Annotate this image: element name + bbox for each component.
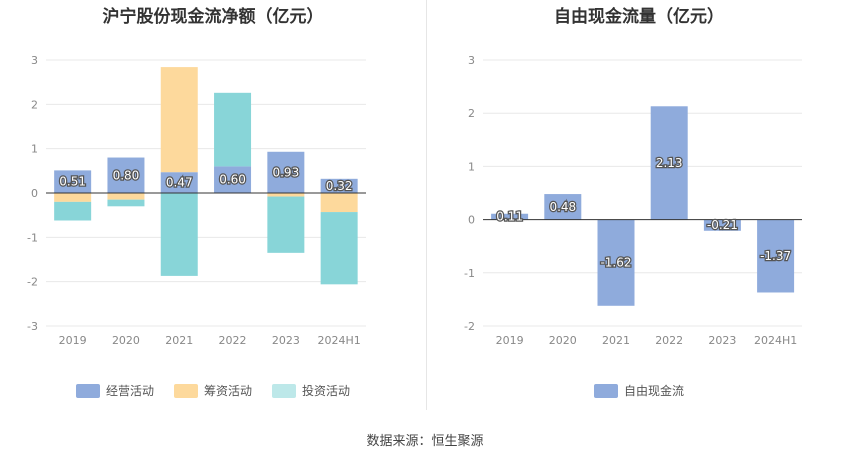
y-tick-label: 1: [468, 160, 475, 173]
x-tick-label: 2023: [708, 334, 736, 347]
x-tick-label: 2021: [165, 334, 193, 347]
bar-筹资活动-2021: [160, 67, 198, 173]
bar-自由现金流-2019: [491, 213, 529, 220]
x-tick-label: 2021: [602, 334, 630, 347]
data-label-2020: 0.48: [549, 200, 576, 214]
y-tick-label: 1: [31, 143, 38, 156]
bar-自由现金流-2021: [597, 219, 635, 306]
left-chart-panel: 沪宁股份现金流净额（亿元） 3 2 1 0 -1 -2 -3 2019 2020 2021 2022…: [0, 0, 426, 410]
bar-自由现金流-2023: [703, 219, 741, 231]
x-tick-label: 2019: [496, 334, 524, 347]
right-chart-title: 自由现金流量（亿元）: [554, 7, 724, 27]
legend-label-investing: 投资活动: [302, 384, 351, 398]
x-tick-label: 2022: [655, 334, 683, 347]
legend-label-operating: 经营活动: [105, 384, 154, 398]
y-tick-label: 0: [31, 187, 38, 200]
y-tick-label: 3: [31, 54, 38, 67]
bar-筹资活动-2023: [267, 193, 305, 197]
bar-经营活动-2020: [107, 157, 145, 193]
y-tick-label: 2: [468, 107, 475, 120]
data-label-2024H1: -1.37: [760, 249, 791, 263]
bar-经营活动-2019: [54, 170, 92, 193]
legend-item-investing[interactable]: 投资活动: [272, 382, 350, 399]
y-tick-label: -1: [27, 231, 38, 244]
data-label-2024H1: 0.32: [326, 179, 353, 193]
data-label-2021: -1.62: [600, 256, 631, 270]
bar-投资活动-2023: [267, 196, 305, 253]
right-chart-legend: 自由现金流: [428, 382, 850, 399]
left-chart-title: 沪宁股份现金流净额（亿元）: [102, 7, 324, 27]
right-chart-panel: 自由现金流量（亿元） 3 2 1 0 -1 -2 2019 2020 2021 2022 2023 2…: [428, 0, 850, 410]
bar-经营活动-2024H1: [320, 178, 358, 193]
y-tick-label: -1: [464, 267, 475, 280]
y-tick-label: -3: [27, 320, 38, 333]
bar-投资活动-2020: [107, 199, 145, 207]
data-label-2021: 0.47: [166, 176, 193, 190]
left-chart-legend: 经营活动 筹资活动 投资活动: [0, 382, 426, 399]
data-source-note: 数据来源：恒生聚源: [366, 434, 484, 449]
bar-经营活动-2021: [160, 172, 198, 193]
legend-item-operating[interactable]: 经营活动: [75, 382, 154, 399]
bar-筹资活动-2024H1: [320, 193, 358, 213]
legend-item-free-cash-flow[interactable]: 自由现金流: [593, 382, 684, 399]
y-tick-label: -2: [464, 320, 475, 333]
bar-经营活动-2022: [214, 166, 252, 193]
x-tick-label: 2023: [272, 334, 300, 347]
x-tick-label: 2020: [549, 334, 577, 347]
data-label-2023: 0.93: [272, 165, 299, 179]
bar-自由现金流-2022: [650, 106, 688, 220]
y-tick-label: -2: [27, 276, 38, 289]
data-label-2022: 0.60: [219, 173, 246, 187]
data-label-2023: -0.21: [707, 218, 738, 232]
bar-筹资活动-2020: [107, 193, 145, 200]
legend-swatch-operating: [75, 383, 100, 398]
legend-label-free-cash-flow: 自由现金流: [623, 384, 684, 398]
x-tick-label: 2024H1: [754, 334, 797, 347]
bar-筹资活动-2019: [54, 193, 92, 202]
y-tick-label: 2: [31, 98, 38, 111]
data-label-2020: 0.80: [113, 168, 140, 182]
y-tick-label: 3: [468, 54, 475, 67]
x-tick-label: 2020: [112, 334, 140, 347]
x-tick-label: 2024H1: [318, 334, 361, 347]
legend-item-financing[interactable]: 筹资活动: [173, 382, 252, 399]
legend-swatch-financing: [173, 383, 198, 398]
bar-自由现金流-2020: [544, 194, 582, 220]
bar-经营活动-2023: [267, 151, 305, 193]
bar-投资活动-2024H1: [320, 212, 358, 285]
legend-label-financing: 筹资活动: [203, 384, 252, 398]
data-label-2019: 0.11: [496, 210, 523, 224]
bar-投资活动-2019: [54, 201, 92, 221]
bar-自由现金流-2024H1: [757, 219, 795, 293]
x-tick-label: 2022: [219, 334, 247, 347]
right-chart-svg: 3 2 1 0 -1 -2 2019 2020 2021 2022 2023 2024H1 0.11 0.…: [464, 54, 802, 347]
panel-divider: [426, 0, 427, 410]
x-tick-label: 2019: [59, 334, 87, 347]
y-tick-label: 0: [468, 214, 475, 227]
legend-swatch-free-cash-flow: [593, 383, 618, 398]
bar-投资活动-2022: [214, 92, 252, 167]
data-label-2022: 2.13: [656, 156, 683, 170]
data-label-2019: 0.51: [59, 175, 86, 189]
left-chart-svg: 3 2 1 0 -1 -2 -3 2019 2020 2021 2022 2023 2024H1 0.51…: [27, 54, 366, 347]
bar-投资活动-2021: [160, 193, 198, 276]
legend-swatch-investing: [272, 383, 296, 398]
